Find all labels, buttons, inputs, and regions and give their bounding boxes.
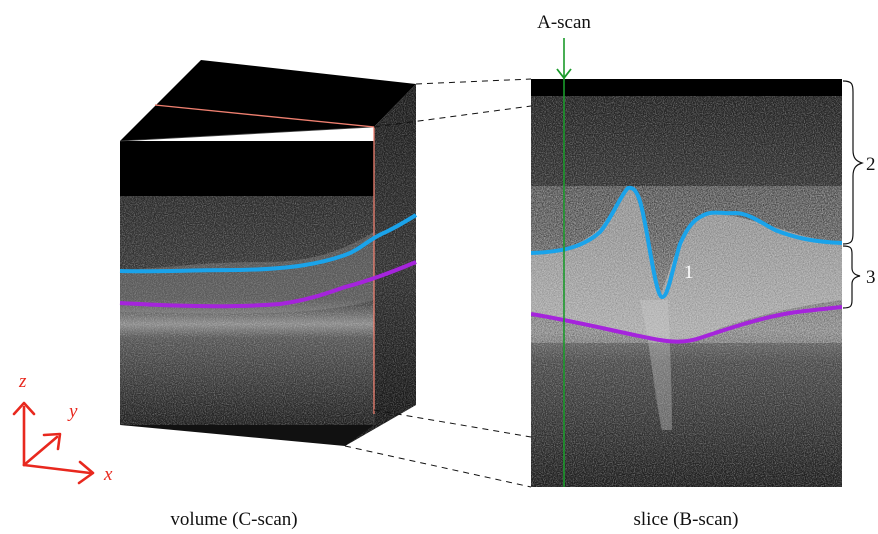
volume-lower-boundary — [119, 260, 417, 309]
x-axis-label: x — [103, 464, 113, 485]
projection-lines — [344, 78, 532, 488]
volume-caption: volume (C-scan) — [170, 509, 297, 530]
slice-upper-boundary — [531, 185, 842, 299]
cube-bottom-edge — [120, 425, 374, 446]
x-axis-arrow — [22, 463, 92, 475]
axis-triad — [12, 401, 95, 485]
a-scan-label: A-scan — [537, 12, 591, 33]
volume-upper-boundary — [119, 213, 418, 274]
region-1-label: 1 — [684, 262, 694, 283]
cube-top-face — [120, 60, 416, 141]
b-scan-slice — [531, 79, 842, 487]
a-scan-indicator — [556, 38, 572, 487]
slice-caption: slice (B-scan) — [634, 509, 739, 530]
brace-region-3 — [842, 245, 861, 309]
cube-front-face — [120, 141, 374, 425]
slice-lower-boundary — [531, 305, 842, 344]
y-axis-label: y — [67, 401, 78, 422]
z-axis-label: z — [18, 371, 27, 392]
y-axis-arrow — [22, 435, 59, 467]
region-2-label: 2 — [866, 154, 876, 175]
brace-region-2 — [842, 80, 864, 245]
volume-cube — [119, 60, 418, 446]
region-3-label: 3 — [866, 267, 876, 288]
